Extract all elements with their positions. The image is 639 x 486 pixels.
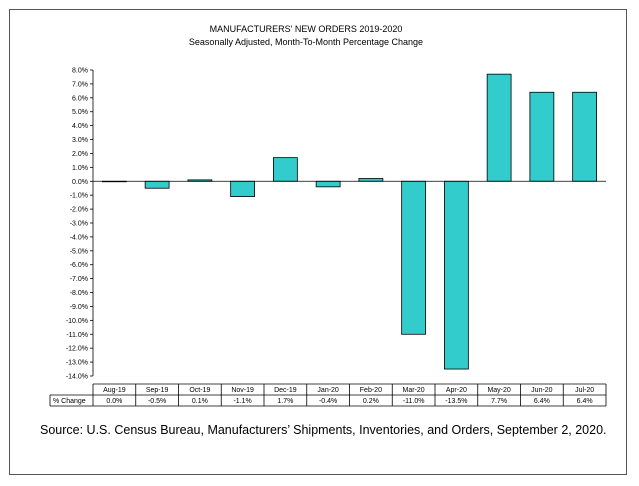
y-tick-label: -1.0% [70, 193, 88, 200]
bar-mar-20 [401, 180, 426, 335]
table-row-label: % Change [53, 398, 86, 405]
y-tick-label: -14.0% [66, 374, 88, 381]
category-label: Aug-19 [103, 387, 126, 394]
category-label: Jul-20 [575, 387, 594, 394]
y-tick-label: -11.0% [66, 332, 88, 339]
bar-chart: MANUFACTURERS' NEW ORDERS 2019-2020 Seas… [49, 24, 607, 407]
y-tick-label: -13.0% [66, 360, 88, 367]
y-tick-label: -6.0% [70, 262, 88, 269]
y-tick-label: 5.0% [72, 109, 88, 116]
value-label: 7.7% [491, 398, 507, 405]
bars [102, 73, 597, 370]
y-tick-label: -3.0% [70, 221, 88, 228]
y-tick-label: -10.0% [66, 318, 88, 325]
bar-sep-19 [144, 180, 170, 189]
source-note: Source: U.S. Census Bureau, Manufacturer… [40, 423, 607, 437]
bar-jan-20 [315, 180, 341, 188]
y-tick-label: 8.0% [72, 68, 88, 75]
category-label: Feb-20 [360, 387, 382, 394]
value-label: 0.0% [106, 398, 122, 405]
category-label: Jan-20 [317, 387, 339, 394]
bar-nov-19 [230, 180, 255, 197]
bar-dec-19 [273, 157, 298, 182]
category-label: May-20 [487, 387, 510, 394]
y-tick-label: -4.0% [70, 234, 88, 241]
data-table: % Change Aug-19 0.0% Sep-19 -0.5% Oct-19 0.1% N… [49, 383, 607, 407]
category-label: Nov-19 [231, 387, 254, 394]
value-label: -0.5% [148, 398, 166, 405]
category-label: Oct-19 [189, 387, 210, 394]
bar-apr-20 [444, 180, 469, 370]
chart-title: MANUFACTURERS' NEW ORDERS 2019-2020 [210, 24, 403, 34]
y-tick-label: 2.0% [72, 151, 88, 158]
value-label: -13.5% [445, 398, 467, 405]
y-tick-label: -7.0% [70, 276, 88, 283]
y-axis: 8.0% 7.0% 6.0% 5.0% 4.0% 3.0% 2.0% 1.0% 0.0% -1.0… [66, 68, 93, 381]
value-label: -1.1% [233, 398, 251, 405]
value-label: -11.0% [403, 398, 425, 405]
y-tick-label: 0.0% [72, 179, 88, 186]
category-label: Dec-19 [274, 387, 297, 394]
bar-jun-20 [529, 91, 555, 182]
y-tick-label: 6.0% [72, 95, 88, 102]
value-label: 0.2% [363, 398, 379, 405]
y-tick-label: 3.0% [72, 137, 88, 144]
category-label: Sep-19 [146, 387, 169, 394]
chart-subtitle: Seasonally Adjusted, Month-To-Month Perc… [189, 37, 423, 47]
category-label: Apr-20 [446, 387, 467, 394]
value-label: 1.7% [277, 398, 293, 405]
category-label: Jun-20 [531, 387, 553, 394]
bar-feb-20 [358, 178, 384, 182]
y-tick-label: -5.0% [70, 248, 88, 255]
y-tick-label: 7.0% [72, 81, 88, 88]
bar-may-20 [486, 73, 512, 182]
y-tick-label: 1.0% [72, 165, 88, 172]
y-tick-label: -9.0% [70, 304, 88, 311]
y-tick-label: -12.0% [66, 346, 88, 353]
y-tick-label: 4.0% [72, 123, 88, 130]
y-tick-label: -8.0% [70, 290, 88, 297]
bar-jul-20 [572, 91, 597, 182]
category-label: Mar-20 [403, 387, 425, 394]
value-label: -0.4% [319, 398, 337, 405]
value-label: 6.4% [577, 398, 593, 405]
value-label: 0.1% [192, 398, 208, 405]
value-label: 6.4% [534, 398, 550, 405]
chart-frame: MANUFACTURERS' NEW ORDERS 2019-2020 Seas… [9, 9, 627, 475]
y-tick-label: -2.0% [70, 207, 88, 214]
axes [92, 70, 606, 376]
